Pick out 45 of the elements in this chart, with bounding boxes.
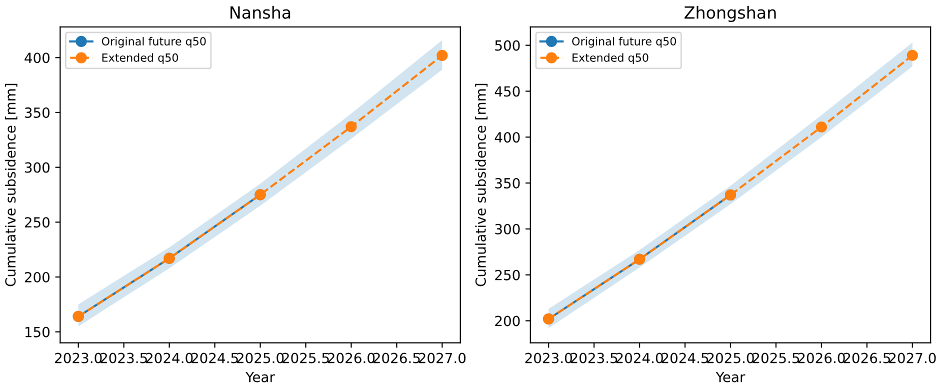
x-axis-title: Year (716, 372, 746, 382)
y-tick-label: 400 (24, 52, 50, 64)
y-tick-label: 150 (25, 326, 50, 338)
y-tick-label: 200 (495, 316, 520, 326)
x-tick-label: 2027.0 (889, 352, 936, 364)
x-tick-label: 2026.5 (844, 352, 890, 364)
x-tick-label: 2025.5 (282, 352, 329, 364)
point (906, 50, 918, 61)
x-tick-label: 2024.0 (146, 352, 193, 364)
y-tick-label: 450 (494, 86, 520, 97)
y-tick-label: 350 (495, 178, 520, 188)
chart-title: Nansha (230, 6, 290, 19)
legend-label: Extended q50 (572, 53, 648, 64)
x-tick-label: 2024.0 (616, 352, 663, 364)
point (816, 121, 828, 133)
y-axis-title: Cumulative subsidence [mm] (4, 84, 18, 286)
y-tick-label: 400 (494, 132, 520, 143)
y-axis-title: Cumulative subsidence [mm] (475, 84, 488, 286)
y-tick-label: 350 (24, 107, 50, 118)
chart-title: Zhongshan (684, 6, 776, 22)
x-tick-label: 2023.0 (525, 352, 572, 364)
y-tick-label: 300 (495, 224, 520, 234)
y-tick-label: 250 (495, 270, 520, 280)
x-tick-label: 2023.5 (100, 352, 147, 364)
legend-label: Extended q50 (102, 53, 178, 64)
x-tick-label: 2026.0 (328, 352, 375, 364)
x-tick-label: 2026.5 (373, 352, 420, 364)
x-tick-label: 2025.0 (236, 352, 284, 364)
y-tick-label: 300 (24, 162, 50, 173)
legend-label: Original future q50 (572, 36, 676, 48)
x-tick-label: 2025.0 (707, 352, 754, 364)
x-tick-label: 2025.5 (752, 352, 800, 364)
x-tick-label: 2023.5 (570, 352, 618, 364)
x-axis-title: Year (246, 372, 275, 382)
x-tick-label: 2023.0 (55, 352, 102, 364)
x-tick-label: 2026.0 (798, 352, 845, 364)
x-tick-label: 2024.5 (192, 352, 238, 364)
y-tick-label: 500 (495, 40, 520, 51)
x-tick-label: 2027.0 (418, 352, 466, 364)
legend-label: Original future q50 (102, 36, 206, 48)
y-tick-label: 200 (24, 272, 50, 282)
point (436, 50, 448, 61)
y-tick-label: 250 (24, 217, 50, 228)
x-tick-label: 2024.5 (662, 352, 708, 364)
point (346, 121, 357, 132)
